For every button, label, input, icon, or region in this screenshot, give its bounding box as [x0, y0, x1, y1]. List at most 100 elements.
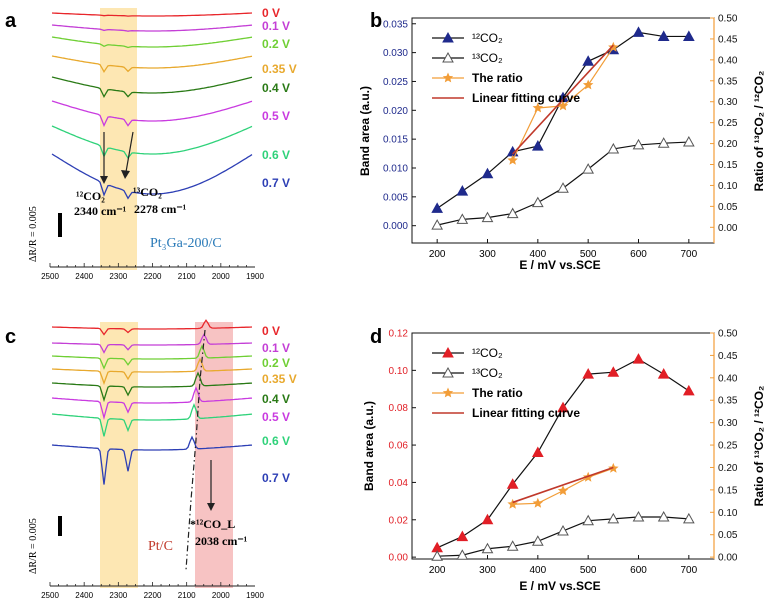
- spectrum-line: [51, 55, 253, 73]
- panel-letter: a: [5, 10, 17, 32]
- spectrum-line: [51, 344, 253, 370]
- x-tick-label: 2300: [109, 591, 127, 600]
- y2-tick-label: 0.50: [718, 14, 738, 25]
- x-tick-label: 300: [479, 249, 496, 260]
- y-axis-label: Band area (a.u.): [358, 86, 372, 176]
- panel-c-spectra: 0 V0.1 V0.2 V0.35 V0.4 V0.5 V0.6 V0.7 V …: [5, 319, 297, 600]
- y2-tick-label: 0.30: [718, 418, 738, 429]
- spectrum-line: [51, 12, 253, 17]
- voltage-label: 0.1 V: [262, 19, 290, 33]
- data-point-open: [682, 136, 695, 147]
- data-point-filled: [582, 368, 595, 379]
- data-point-filled: [682, 384, 695, 396]
- y2-tick-label: 0.05: [718, 530, 738, 541]
- y2-tick-label: 0.40: [718, 55, 738, 66]
- spectrum-line: [51, 100, 253, 128]
- data-point-open: [531, 535, 544, 546]
- spectrum-line: [51, 435, 253, 485]
- x-tick-label: 2000: [212, 591, 230, 600]
- x-tick-label: 300: [479, 565, 496, 576]
- x-tick-label: 2500: [41, 591, 59, 600]
- data-point-open: [557, 524, 569, 536]
- data-point-open: [456, 213, 469, 224]
- sample-label: Pt₃Ga-200/C: [150, 236, 222, 251]
- y2-tick-label: 0.15: [718, 160, 738, 171]
- peak1-species: ¹²CO₂: [76, 189, 105, 203]
- x-tick-label: 200: [429, 565, 446, 576]
- data-point-open: [431, 550, 444, 561]
- legend-label: ¹³CO₂: [472, 366, 503, 380]
- scale-label: ΔR/R = 0.005: [28, 518, 39, 574]
- data-point-filled: [431, 202, 444, 213]
- y-tick-label: 0.010: [383, 164, 408, 175]
- spectrum-line: [51, 403, 253, 437]
- data-point-filled: [607, 366, 620, 377]
- data-point-open: [531, 196, 544, 208]
- voltage-label: 0 V: [262, 324, 280, 338]
- y-tick-label: 0.08: [389, 403, 409, 414]
- x-axis-label: E / mV vs.SCE: [519, 258, 600, 272]
- x-tick-label: 400: [529, 565, 546, 576]
- data-point-open: [632, 510, 645, 522]
- voltage-label: 0.6 V: [262, 148, 290, 162]
- peak2-species: ¹³CO₂: [133, 185, 162, 199]
- data-point-filled: [557, 401, 569, 413]
- data-point-open: [557, 182, 569, 193]
- data-point-filled: [456, 530, 469, 542]
- x-ticks: 2500 2400 2300 2200 2100 2000 1900: [41, 263, 264, 281]
- data-point-open: [481, 211, 494, 223]
- spectrum-line: [51, 36, 253, 49]
- x-tick-label: 200: [429, 249, 446, 260]
- legend-label: ¹²CO₂: [472, 346, 503, 360]
- panel-letter: b: [370, 10, 382, 32]
- y-tick-label: 0.04: [389, 478, 409, 489]
- series: [431, 353, 695, 561]
- x-axis-label: E / mV vs.SCE: [519, 579, 600, 593]
- voltage-label: 0.7 V: [262, 176, 290, 190]
- axes: 200 300 400 500 600 700 0.00 0.02 0.04 0.06 0.08 0.…: [389, 329, 738, 577]
- data-point-open: [582, 514, 595, 526]
- spectrum-line: [51, 153, 253, 200]
- x-tick-label: 2400: [75, 272, 93, 281]
- data-point-filled: [682, 30, 695, 41]
- peak-shift-guide: [185, 329, 206, 571]
- y2-tick-label: 0.35: [718, 396, 738, 407]
- spectrum-line: [51, 357, 253, 386]
- scale-bar: [58, 516, 62, 536]
- voltage-label: 0.1 V: [262, 341, 290, 355]
- y2-tick-label: 0.45: [718, 34, 738, 45]
- data-point-filled: [442, 346, 454, 358]
- peak-species: *¹²CO_L: [190, 517, 235, 531]
- y2-tick-label: 0.20: [718, 463, 738, 474]
- spectra-group: [51, 319, 253, 485]
- x-tick-label: 600: [630, 565, 647, 576]
- panel-a-spectra: 0 V0.1 V0.2 V0.35 V0.4 V0.5 V0.6 V0.7 V …: [5, 6, 297, 281]
- y2-tick-label: 0.50: [718, 329, 738, 340]
- x-tick-label: 700: [680, 249, 697, 260]
- legend-label: ¹²CO₂: [472, 31, 503, 45]
- arrowhead-icon: [121, 170, 130, 179]
- data-point-open: [657, 510, 670, 522]
- axes: 200 300 400 500 600 700 0.000 0.005 0.010 0.015 0.…: [383, 14, 738, 261]
- peak2-position: 2278 cm⁻¹: [134, 202, 187, 216]
- peak1-position: 2340 cm⁻¹: [74, 204, 127, 218]
- legend-label: Linear fitting curve: [472, 91, 580, 105]
- data-point-filled: [481, 167, 494, 179]
- sample-label: Pt/C: [148, 539, 173, 554]
- spectrum-line: [51, 333, 253, 354]
- highlight-band-co2: [100, 322, 138, 588]
- y-tick-label: 0.030: [383, 48, 408, 59]
- x-tick-label: 400: [529, 249, 546, 260]
- spectrum-line: [51, 76, 253, 98]
- voltage-label: 0.2 V: [262, 356, 290, 370]
- legend-label: The ratio: [472, 71, 523, 85]
- y-tick-label: 0.015: [383, 135, 408, 146]
- data-point-open: [607, 512, 620, 524]
- y-tick-label: 0.005: [383, 192, 408, 203]
- ratio-point: [532, 102, 544, 113]
- voltage-label: 0.4 V: [262, 81, 290, 95]
- data-point-open: [582, 163, 595, 174]
- arrowhead-icon: [207, 503, 215, 511]
- voltage-label: 0.5 V: [262, 109, 290, 123]
- ratio-point: [557, 485, 569, 496]
